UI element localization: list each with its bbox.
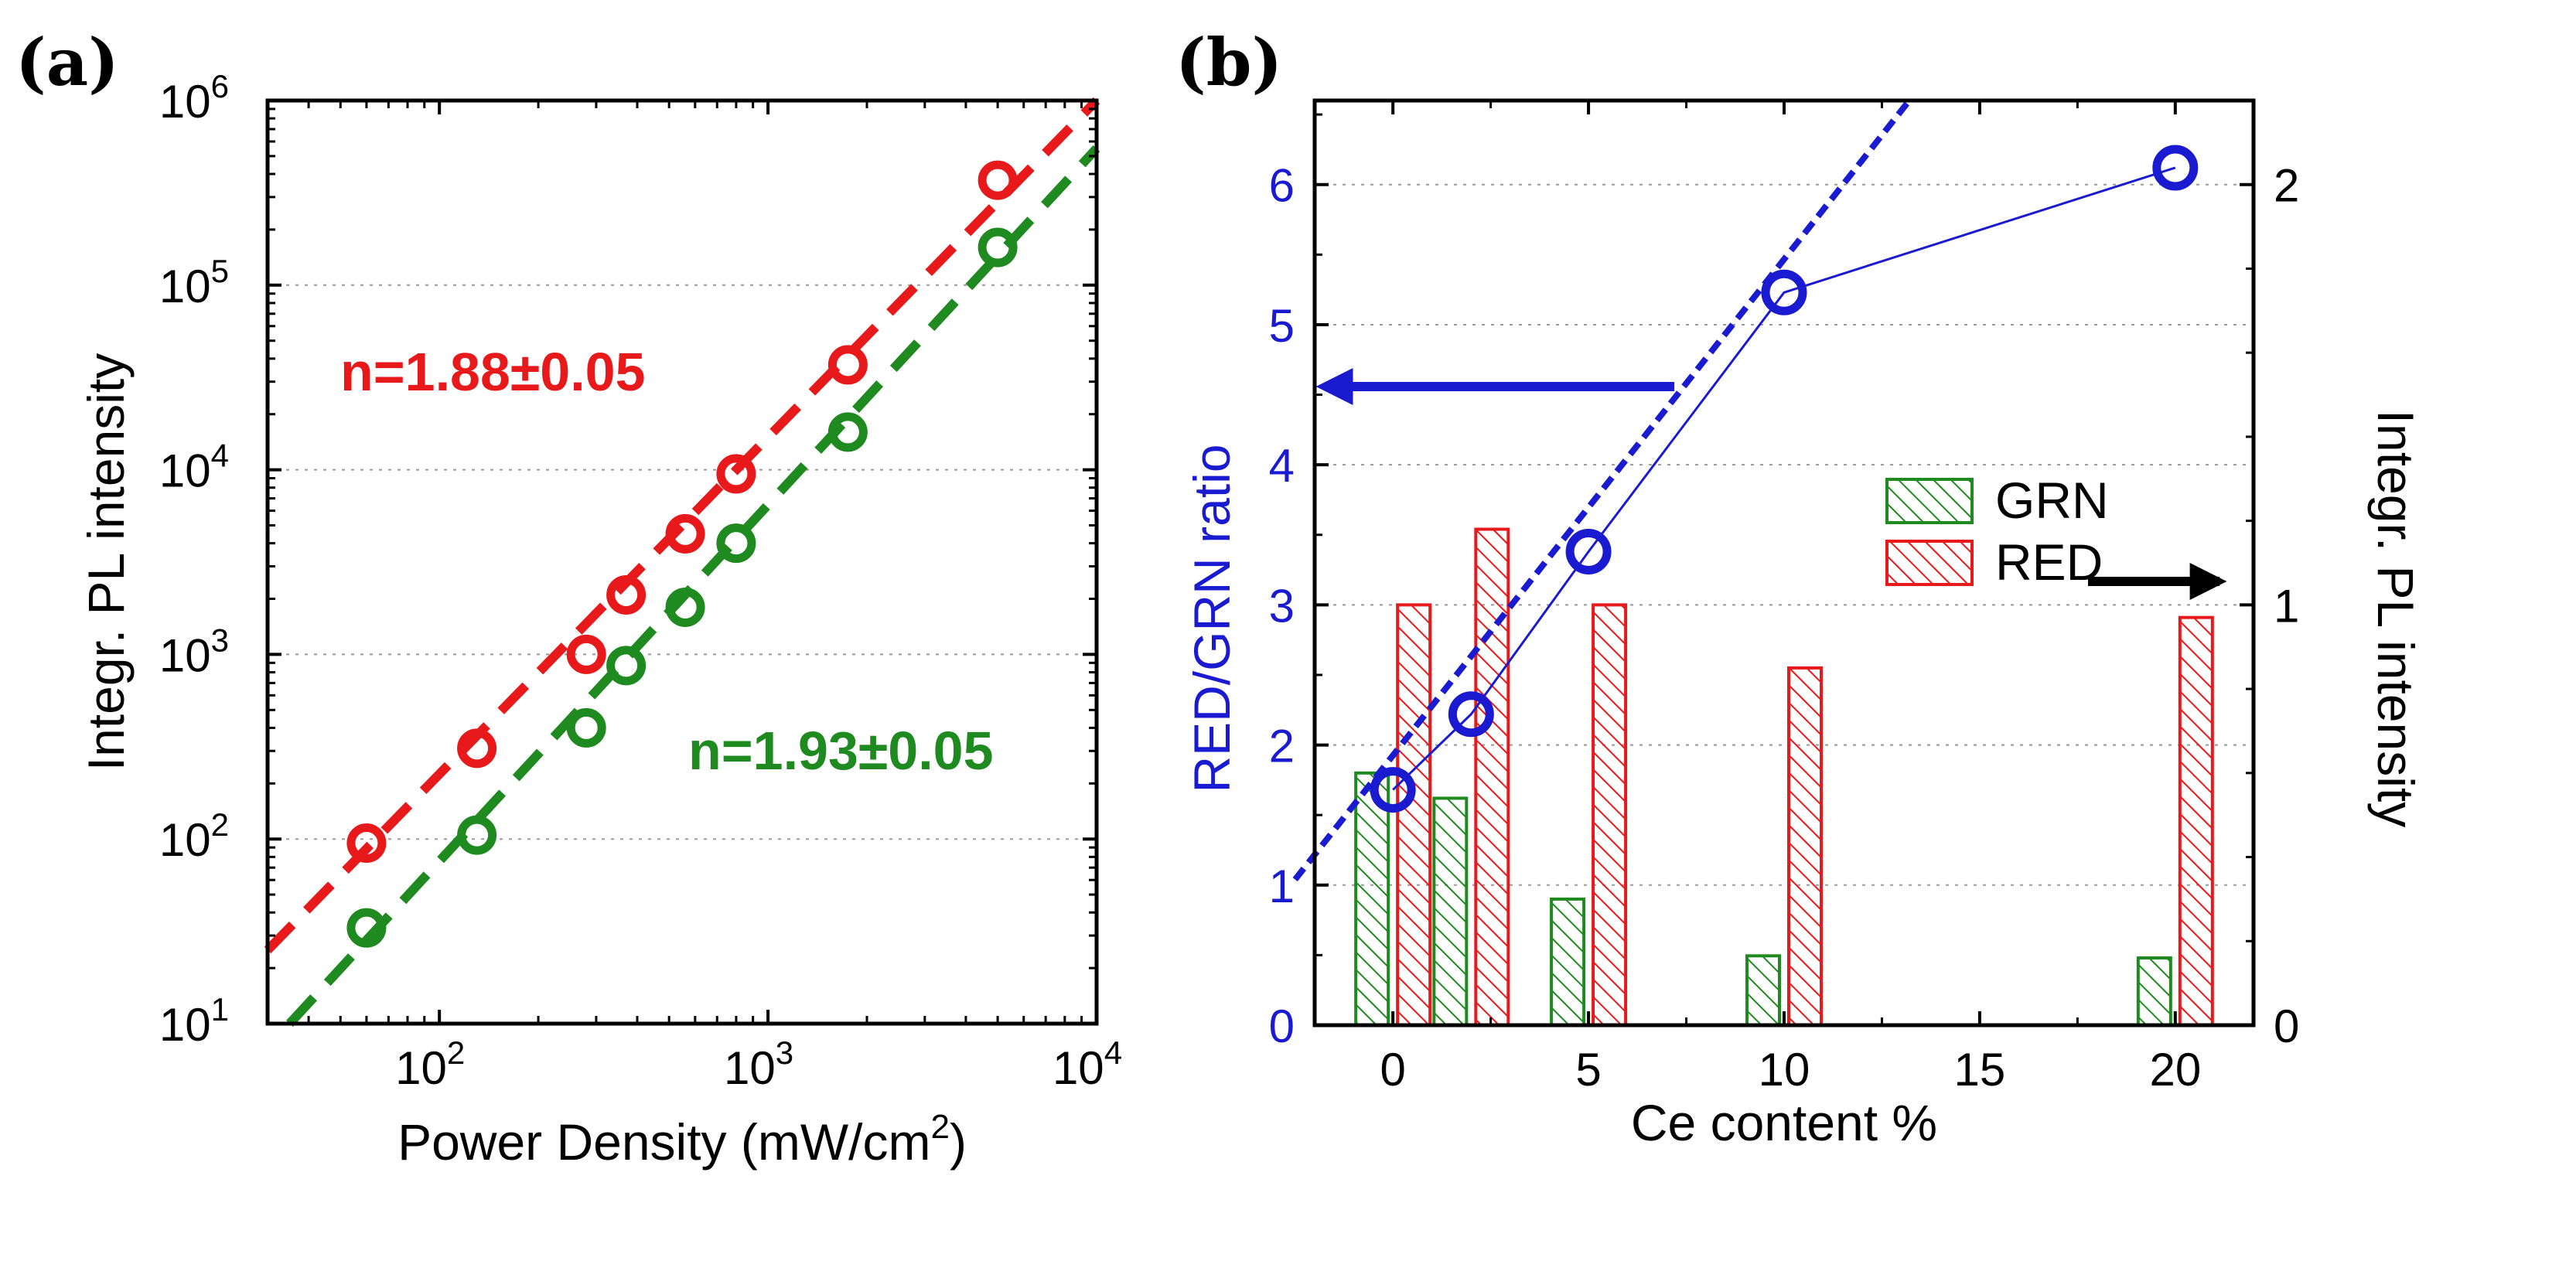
panel-b-grid (1315, 183, 2254, 886)
panel-b-right-tick-label: 2 (2274, 160, 2299, 212)
panel-a-point-red (457, 728, 497, 769)
panel-b-left-tick-label: 6 (1269, 160, 1295, 212)
panel-b-ratio-point (1761, 269, 1807, 315)
legend-red-label: RED (1995, 533, 2103, 591)
panel-a-y-tick-label: 106 (159, 68, 229, 128)
bar-red (1396, 603, 1432, 1027)
panel-b-label: (b) (1175, 24, 1282, 101)
panel-a-label: (a) (15, 24, 119, 101)
panel-a-point-red (346, 823, 387, 864)
panel-a-point-green (346, 908, 387, 948)
panel-a-point-green (827, 412, 868, 452)
panel-b-left-tick-label: 2 (1269, 721, 1295, 772)
panel-b-left-tick-label: 3 (1269, 580, 1295, 632)
panel-b-ratio-point (2152, 145, 2199, 191)
bar-grn (1354, 771, 1390, 1027)
legend-grn-label: GRN (1995, 472, 2109, 529)
panel-a-ticks: 101 102 103 104 105 106 102 103 104 (159, 68, 1122, 1094)
panel-b-x-axis-title: Ce content % (1631, 1094, 1937, 1151)
panel-a-point-green (566, 707, 606, 748)
bar-red (2178, 615, 2214, 1027)
panel-a-y-axis-title: Integr. PL intensity (77, 353, 135, 772)
panel-b-right-tick-label: 0 (2274, 1000, 2299, 1052)
panel-a-point-red (566, 634, 606, 674)
panel-a-y-tick-label: 104 (159, 438, 229, 497)
panel-b-ratio-fit (1292, 98, 1912, 882)
legend-red-swatch (1885, 540, 1974, 586)
panel-b-x-tick-label: 0 (1380, 1044, 1405, 1096)
bar-grn (2136, 956, 2172, 1028)
panel-b-ratio-line (1370, 145, 2199, 813)
panel-a-point-red (978, 160, 1018, 200)
panel-a-y-tick-label: 103 (159, 622, 229, 681)
panel-a-point-red (827, 345, 868, 385)
panel-b-ratio-point (1448, 691, 1494, 738)
panel-b-bars (1354, 527, 2214, 1028)
panel-b-ratio-point (1370, 767, 1416, 813)
panel-a: (a) 101 102 103 104 105 106 102 103 104 n=1.88±0… (15, 24, 1122, 1171)
panel-a-x-axis-title: Power Density (mW/cm2) (397, 1108, 967, 1171)
panel-b-left-tick-label: 5 (1269, 300, 1295, 352)
panel-b-left-tick-label: 1 (1269, 861, 1295, 912)
bar-red (1592, 603, 1628, 1027)
panel-a-fit-lines (264, 97, 1100, 1028)
legend-grn-swatch (1885, 478, 1974, 524)
panel-a-fit-red (264, 97, 1100, 954)
panel-b-x-tick-label: 15 (1954, 1044, 2006, 1096)
bar-grn (1432, 796, 1469, 1028)
panel-a-x-tick-label: 103 (724, 1034, 793, 1094)
panel-a-point-red (716, 454, 756, 494)
panel-a-y-tick-label: 101 (159, 991, 229, 1051)
panel-a-x-tick-label: 102 (395, 1034, 465, 1094)
panel-b-ratio-polyline (1392, 166, 2176, 791)
panel-a-frame (265, 98, 1099, 1026)
panel-b-left-axis-title: RED/GRN ratio (1183, 444, 1240, 792)
panel-a-green-annotation: n=1.93±0.05 (688, 721, 994, 781)
panel-b-ratio-fit-line (1292, 98, 1912, 882)
panel-a-x-tick-label: 104 (1053, 1034, 1122, 1094)
panel-a-point-red (665, 513, 705, 554)
panel-a-point-red (606, 574, 647, 615)
panel-a-fit-green (286, 145, 1100, 1028)
panel-a-y-tick-label: 105 (159, 253, 229, 312)
panel-b-ratio-point (1565, 529, 1612, 575)
panel-a-y-tick-label: 102 (159, 806, 229, 866)
panel-b-left-tick-label: 4 (1269, 440, 1295, 492)
panel-a-points (346, 160, 1018, 948)
panel-b-left-tick-label: 0 (1269, 1000, 1295, 1052)
bar-red (1474, 527, 1510, 1027)
panel-a-point-green (978, 227, 1018, 268)
legend: GRN RED (1885, 472, 2109, 591)
panel-b-right-axis-title: Integr. PL intensity (2367, 410, 2424, 828)
panel-a-point-green (665, 587, 705, 627)
bar-grn (1745, 954, 1781, 1028)
panel-b-right-tick-label: 1 (2274, 580, 2299, 632)
panel-a-red-annotation: n=1.88±0.05 (340, 342, 646, 402)
panel-a-point-green (606, 646, 647, 686)
panel-a-point-green (457, 815, 497, 855)
panel-a-point-green (716, 523, 756, 564)
panel-b-x-tick-label: 20 (2149, 1044, 2201, 1096)
bar-red (1787, 666, 1823, 1028)
bar-grn (1550, 897, 1586, 1027)
panel-b-x-tick-label: 10 (1759, 1044, 1810, 1096)
panel-b-x-tick-label: 5 (1575, 1044, 1601, 1096)
